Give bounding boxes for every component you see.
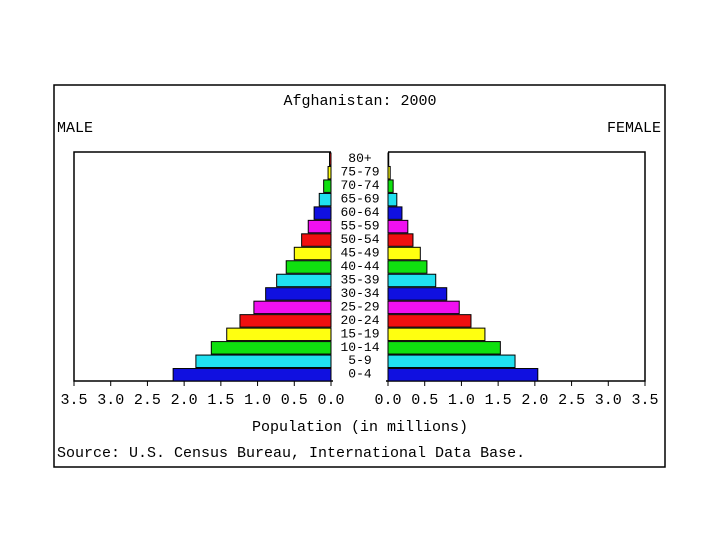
age-label: 45-49 bbox=[340, 245, 379, 260]
x-tick-label: 3.0 bbox=[595, 392, 622, 409]
age-label: 60-64 bbox=[340, 205, 379, 220]
bar bbox=[387, 300, 460, 315]
age-label: 40-44 bbox=[340, 259, 379, 274]
bar bbox=[318, 192, 332, 207]
bar bbox=[276, 273, 332, 288]
bar bbox=[313, 206, 332, 220]
bar bbox=[307, 219, 332, 234]
x-tick-label: 0.0 bbox=[317, 392, 344, 409]
x-tick-label: 1.0 bbox=[448, 392, 475, 409]
bar bbox=[301, 233, 332, 247]
bar bbox=[387, 314, 472, 328]
bar bbox=[387, 152, 390, 166]
bar bbox=[387, 354, 516, 369]
x-tick-label: 3.5 bbox=[60, 392, 87, 409]
bar bbox=[387, 165, 391, 180]
bar bbox=[329, 152, 332, 166]
age-label: 15-19 bbox=[340, 326, 379, 341]
age-label: 30-34 bbox=[340, 286, 379, 301]
bar bbox=[265, 287, 332, 301]
bar bbox=[387, 246, 421, 261]
bar bbox=[387, 179, 394, 193]
age-label: 10-14 bbox=[340, 340, 379, 355]
bar bbox=[323, 179, 332, 193]
bar bbox=[387, 192, 398, 207]
bar bbox=[172, 368, 332, 382]
age-label: 55-59 bbox=[340, 219, 379, 234]
x-tick-label: 2.5 bbox=[558, 392, 585, 409]
x-axis-label: Population (in millions) bbox=[252, 419, 468, 436]
age-label: 20-24 bbox=[340, 313, 379, 328]
bar bbox=[195, 354, 332, 369]
bar bbox=[239, 314, 332, 328]
bar bbox=[387, 206, 403, 220]
age-label: 75-79 bbox=[340, 165, 379, 180]
x-tick-label: 1.5 bbox=[485, 392, 512, 409]
chart-title: Afghanistan: 2000 bbox=[283, 93, 436, 110]
legend-female: FEMALE bbox=[607, 120, 661, 137]
age-label: 65-69 bbox=[340, 192, 379, 207]
age-label: 5-9 bbox=[348, 353, 371, 368]
source: Source: U.S. Census Bureau, Internationa… bbox=[57, 445, 525, 462]
x-tick-label: 0.5 bbox=[281, 392, 308, 409]
bar bbox=[285, 260, 332, 274]
bar bbox=[387, 341, 501, 355]
bar bbox=[293, 246, 332, 261]
x-tick-label: 2.5 bbox=[134, 392, 161, 409]
bar bbox=[387, 219, 409, 234]
x-tick-label: 3.0 bbox=[97, 392, 124, 409]
bar bbox=[210, 341, 332, 355]
bar bbox=[327, 165, 332, 180]
bar bbox=[387, 273, 437, 288]
x-tick-label: 0.0 bbox=[374, 392, 401, 409]
x-tick-label: 1.0 bbox=[244, 392, 271, 409]
x-tick-label: 2.0 bbox=[171, 392, 198, 409]
age-label: 50-54 bbox=[340, 232, 379, 247]
x-tick-label: 3.5 bbox=[631, 392, 658, 409]
age-label: 25-29 bbox=[340, 299, 379, 314]
legend-male: MALE bbox=[57, 120, 93, 137]
x-tick-label: 0.5 bbox=[411, 392, 438, 409]
bar bbox=[387, 327, 486, 342]
bar bbox=[387, 368, 539, 382]
x-tick-label: 1.5 bbox=[207, 392, 234, 409]
age-label: 0-4 bbox=[348, 367, 372, 382]
age-label: 35-39 bbox=[340, 272, 379, 287]
bar bbox=[253, 300, 332, 315]
bar bbox=[387, 260, 428, 274]
x-tick-label: 2.0 bbox=[521, 392, 548, 409]
bar bbox=[226, 327, 332, 342]
bar bbox=[387, 233, 414, 247]
frame bbox=[53, 84, 666, 468]
age-label: 70-74 bbox=[340, 178, 379, 193]
age-label: 80+ bbox=[348, 151, 372, 166]
bar bbox=[387, 287, 448, 301]
